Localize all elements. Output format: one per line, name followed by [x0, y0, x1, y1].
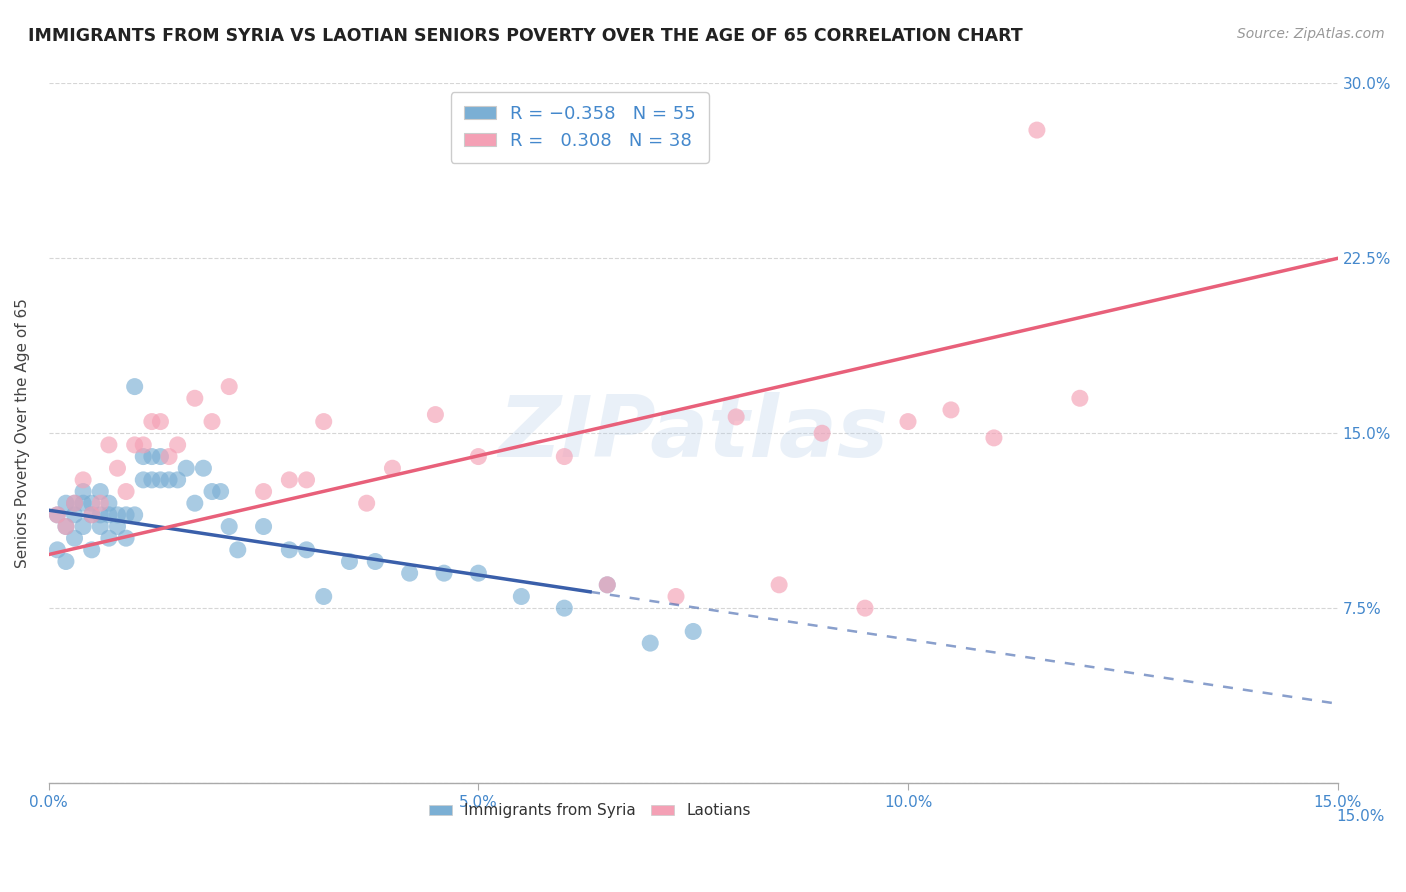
- Point: [467, 450, 489, 464]
- Point: [141, 415, 163, 429]
- Point: [339, 554, 361, 568]
- Point: [983, 431, 1005, 445]
- Point: [63, 508, 86, 522]
- Point: [97, 496, 120, 510]
- Point: [381, 461, 404, 475]
- Point: [97, 531, 120, 545]
- Point: [80, 542, 103, 557]
- Point: [553, 450, 575, 464]
- Point: [80, 508, 103, 522]
- Point: [55, 519, 77, 533]
- Point: [553, 601, 575, 615]
- Point: [398, 566, 420, 581]
- Point: [80, 496, 103, 510]
- Point: [467, 566, 489, 581]
- Point: [166, 438, 188, 452]
- Point: [201, 484, 224, 499]
- Point: [425, 408, 447, 422]
- Point: [166, 473, 188, 487]
- Point: [209, 484, 232, 499]
- Point: [157, 473, 180, 487]
- Point: [55, 554, 77, 568]
- Point: [149, 415, 172, 429]
- Point: [141, 473, 163, 487]
- Point: [149, 473, 172, 487]
- Point: [63, 496, 86, 510]
- Point: [278, 542, 301, 557]
- Point: [115, 531, 138, 545]
- Point: [124, 508, 146, 522]
- Point: [725, 409, 748, 424]
- Point: [97, 508, 120, 522]
- Point: [63, 531, 86, 545]
- Point: [218, 379, 240, 393]
- Point: [312, 590, 335, 604]
- Point: [1069, 391, 1091, 405]
- Point: [811, 426, 834, 441]
- Point: [72, 484, 94, 499]
- Point: [184, 391, 207, 405]
- Point: [141, 450, 163, 464]
- Point: [124, 438, 146, 452]
- Point: [295, 542, 318, 557]
- Point: [132, 450, 155, 464]
- Point: [682, 624, 704, 639]
- Point: [107, 519, 129, 533]
- Point: [638, 636, 661, 650]
- Point: [97, 438, 120, 452]
- Point: [226, 542, 249, 557]
- Point: [312, 415, 335, 429]
- Point: [72, 519, 94, 533]
- Point: [89, 496, 111, 510]
- Point: [768, 578, 790, 592]
- Text: Source: ZipAtlas.com: Source: ZipAtlas.com: [1237, 27, 1385, 41]
- Point: [364, 554, 387, 568]
- Point: [218, 519, 240, 533]
- Point: [278, 473, 301, 487]
- Point: [356, 496, 378, 510]
- Point: [72, 473, 94, 487]
- Point: [124, 379, 146, 393]
- Point: [295, 473, 318, 487]
- Point: [89, 519, 111, 533]
- Point: [55, 519, 77, 533]
- Point: [665, 590, 688, 604]
- Point: [510, 590, 533, 604]
- Y-axis label: Seniors Poverty Over the Age of 65: Seniors Poverty Over the Age of 65: [15, 298, 30, 568]
- Text: IMMIGRANTS FROM SYRIA VS LAOTIAN SENIORS POVERTY OVER THE AGE OF 65 CORRELATION : IMMIGRANTS FROM SYRIA VS LAOTIAN SENIORS…: [28, 27, 1024, 45]
- Point: [252, 519, 274, 533]
- Point: [149, 450, 172, 464]
- Point: [107, 461, 129, 475]
- Point: [201, 415, 224, 429]
- Point: [174, 461, 197, 475]
- Point: [853, 601, 876, 615]
- Point: [596, 578, 619, 592]
- Point: [107, 508, 129, 522]
- Point: [939, 403, 962, 417]
- Point: [132, 438, 155, 452]
- Point: [89, 508, 111, 522]
- Point: [55, 496, 77, 510]
- Point: [184, 496, 207, 510]
- Point: [596, 578, 619, 592]
- Point: [433, 566, 456, 581]
- Point: [897, 415, 920, 429]
- Point: [115, 484, 138, 499]
- Point: [46, 508, 69, 522]
- Point: [1025, 123, 1047, 137]
- Point: [89, 484, 111, 499]
- Legend: Immigrants from Syria, Laotians: Immigrants from Syria, Laotians: [423, 797, 756, 824]
- Text: 15.0%: 15.0%: [1337, 809, 1385, 823]
- Point: [80, 508, 103, 522]
- Point: [157, 450, 180, 464]
- Point: [132, 473, 155, 487]
- Point: [46, 542, 69, 557]
- Point: [63, 496, 86, 510]
- Point: [193, 461, 215, 475]
- Point: [115, 508, 138, 522]
- Point: [46, 508, 69, 522]
- Point: [72, 496, 94, 510]
- Text: ZIPatlas: ZIPatlas: [498, 392, 889, 475]
- Point: [252, 484, 274, 499]
